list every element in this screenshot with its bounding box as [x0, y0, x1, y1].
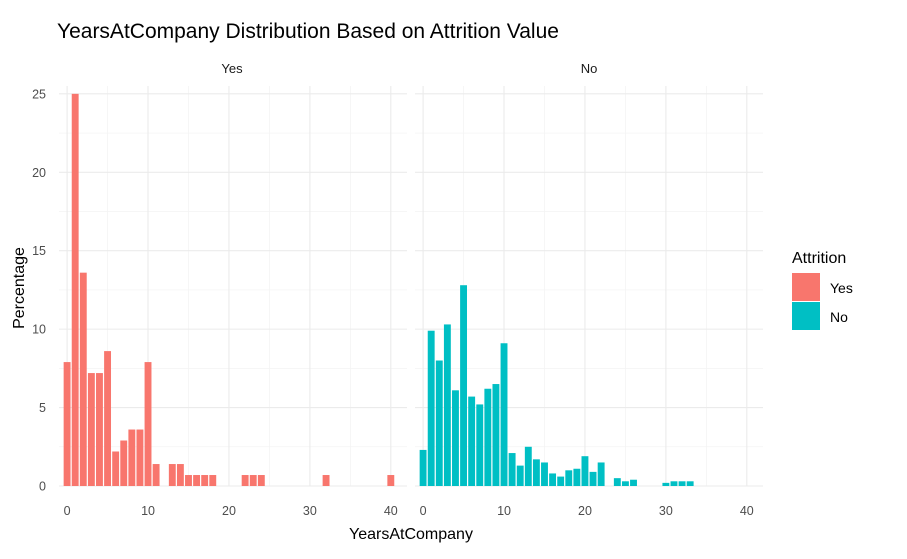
bar [104, 351, 112, 486]
bar [557, 476, 565, 486]
bar [79, 272, 87, 486]
legend-label-no: No [830, 309, 848, 325]
facet-panel-no [415, 86, 763, 487]
bar [152, 464, 160, 486]
bar [565, 470, 573, 486]
bar [484, 388, 492, 486]
bar [120, 440, 128, 486]
bar [193, 475, 201, 486]
bar [492, 384, 500, 486]
bar [427, 330, 435, 486]
y-axis: 0 5 10 15 20 25 [32, 87, 46, 493]
bar [249, 475, 257, 486]
x-tick-label: 40 [740, 504, 754, 518]
bar [532, 459, 540, 486]
bar [662, 482, 670, 486]
legend-label-yes: Yes [830, 280, 853, 296]
bar [500, 343, 508, 486]
bar [419, 449, 427, 486]
y-tick-label: 15 [32, 244, 46, 258]
x-axis-no: 0 10 20 30 40 [420, 504, 754, 518]
bar [468, 396, 476, 486]
bar [508, 453, 516, 486]
bar [621, 481, 629, 486]
y-tick-label: 20 [32, 166, 46, 180]
bar [686, 481, 694, 486]
x-tick-label: 10 [141, 504, 155, 518]
y-axis-title: Percentage [11, 247, 28, 329]
bar [241, 475, 249, 486]
x-tick-label: 10 [497, 504, 511, 518]
bar [516, 465, 524, 486]
x-tick-label: 40 [384, 504, 398, 518]
chart-title: YearsAtCompany Distribution Based on Att… [57, 20, 559, 43]
bar [168, 464, 176, 486]
legend-key-yes [792, 273, 820, 301]
bar [209, 475, 217, 486]
bar [573, 468, 581, 486]
y-tick-label: 5 [39, 401, 46, 415]
bar [435, 360, 443, 486]
bar [670, 481, 678, 486]
y-tick-label: 10 [32, 323, 46, 337]
bar [322, 475, 330, 486]
facet-panel-yes [59, 86, 407, 487]
bar [581, 456, 589, 486]
legend: Attrition Yes No [792, 250, 853, 330]
bar [257, 475, 265, 486]
bar [387, 475, 395, 486]
bar [87, 373, 95, 486]
bar [549, 473, 557, 486]
bar [452, 390, 459, 486]
x-axis-yes: 0 10 20 30 40 [64, 504, 398, 518]
x-tick-label: 30 [303, 504, 317, 518]
y-tick-label: 25 [32, 87, 46, 101]
facet-strip-yes: Yes [221, 61, 243, 76]
bar [201, 475, 209, 486]
bar [597, 462, 605, 486]
x-tick-label: 20 [222, 504, 236, 518]
legend-title: Attrition [792, 250, 846, 267]
bar [128, 429, 136, 486]
bar [630, 479, 637, 486]
x-tick-label: 0 [64, 504, 71, 518]
y-tick-label: 0 [39, 480, 46, 494]
x-tick-label: 20 [578, 504, 592, 518]
x-tick-label: 0 [420, 504, 427, 518]
bar [476, 404, 484, 486]
bar [185, 475, 192, 486]
bar [460, 285, 468, 486]
bar [136, 429, 144, 486]
x-tick-label: 30 [659, 504, 673, 518]
bar [144, 362, 152, 486]
bar [176, 464, 184, 486]
x-axis-title: YearsAtCompany [349, 526, 473, 543]
bar [71, 93, 79, 486]
bar [524, 446, 532, 486]
bar [443, 324, 451, 486]
bar [613, 478, 621, 486]
bar [678, 481, 686, 486]
bar [589, 471, 597, 486]
legend-key-no [792, 302, 820, 330]
bar [112, 451, 120, 486]
facet-strip-no: No [581, 61, 598, 76]
bar [96, 373, 103, 486]
bar [541, 462, 548, 486]
bar [63, 362, 71, 486]
